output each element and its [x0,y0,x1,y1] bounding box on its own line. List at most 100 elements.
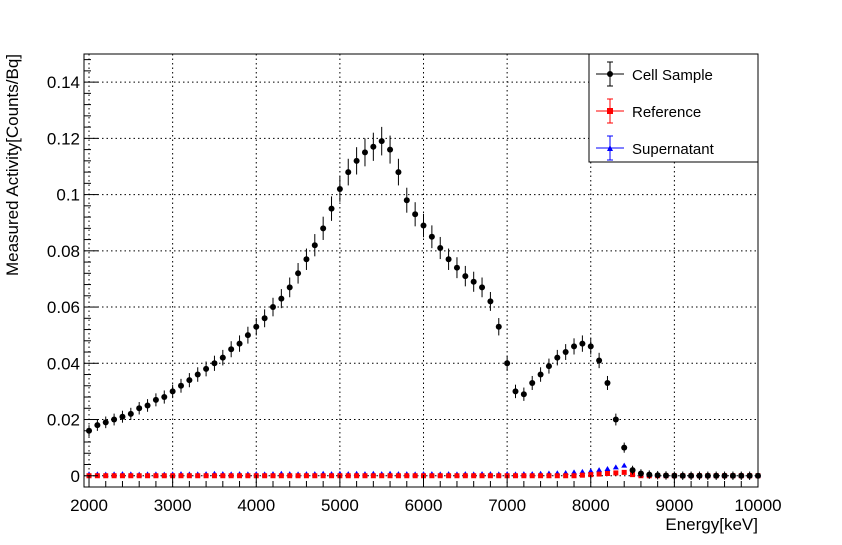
data-point [195,473,201,479]
data-point [236,340,243,347]
data-point [295,270,302,277]
data-point [412,473,418,479]
data-point [203,365,210,372]
data-point [145,473,151,479]
data-point [111,473,117,479]
data-point [637,470,644,477]
data-point [161,473,167,479]
data-point [437,473,443,479]
legend-label: Cell Sample [632,67,713,84]
data-point [111,416,118,423]
data-point [362,473,368,479]
data-point [286,284,293,291]
data-point [403,197,410,204]
data-point [529,379,536,386]
data-point [169,388,176,395]
data-point [379,473,385,479]
data-point [94,422,101,429]
data-point [387,146,394,153]
data-point [353,157,360,164]
legend-box [588,53,759,163]
data-point [245,473,251,479]
data-point [521,473,527,479]
y-tick-label: 0.02 [47,411,80,430]
data-point [462,273,469,280]
data-point [721,472,728,479]
data-point [546,473,552,479]
data-point [437,245,444,252]
x-tick-label: 8000 [572,496,610,515]
y-tick-label: 0.1 [56,186,80,205]
data-point [144,402,151,409]
data-point [496,473,502,479]
data-point [186,377,193,384]
data-point [387,473,393,479]
legend-label: Reference [632,104,701,121]
data-point [262,473,268,479]
data-point [512,473,518,479]
data-point [713,472,720,479]
x-tick-label: 5000 [321,496,359,515]
x-tick-label: 6000 [405,496,443,515]
data-point [186,473,192,479]
data-point [446,473,452,479]
data-point [604,471,610,477]
data-point [630,472,636,478]
data-point [370,143,377,150]
data-point [571,469,578,475]
data-point [287,473,293,479]
data-point [328,205,335,212]
data-point [220,473,226,479]
data-point [194,371,201,378]
data-marks [86,126,761,480]
data-point [228,346,235,353]
data-point [278,473,284,479]
data-point [479,473,485,479]
data-point [453,264,460,271]
data-point [612,416,619,423]
data-point [579,340,586,347]
data-point [219,354,226,361]
data-point [312,473,318,479]
data-point [278,295,285,302]
y-tick-label: 0.14 [47,73,80,92]
data-point [228,473,234,479]
legend-entry-supernatant: Supernatant [596,135,715,161]
data-point [613,470,619,476]
data-point [345,169,352,176]
data-point [428,233,435,240]
data-point [429,473,435,479]
axis-ticks [84,59,759,487]
triangle-marker-icon [607,145,613,151]
data-point [487,473,493,479]
data-point [654,472,661,479]
data-point [554,354,561,361]
data-point [404,473,410,479]
x-tick-label: 7000 [488,496,526,515]
x-tick-label: 9000 [655,496,693,515]
data-point [621,462,628,468]
data-point [345,473,351,479]
x-tick-label: 3000 [154,496,192,515]
y-tick-label: 0.04 [47,354,80,373]
x-axis-title: Energy[keV] [665,515,758,534]
data-point [738,472,745,479]
y-tick-label: 0 [71,467,80,486]
data-point [161,394,168,401]
data-point [178,382,185,389]
data-point [596,471,602,477]
data-point [354,473,360,479]
data-point [545,363,552,370]
data-point [119,473,125,479]
data-point [471,473,477,479]
data-point [320,473,326,479]
data-point [462,473,468,479]
y-axis-title: Measured Activity[Counts/Bq] [3,54,22,276]
data-point [529,473,535,479]
data-point [303,256,310,263]
data-point [604,466,611,472]
data-point [178,473,184,479]
legend-entry-cell-sample: Cell Sample [596,61,713,87]
data-point [704,472,711,479]
